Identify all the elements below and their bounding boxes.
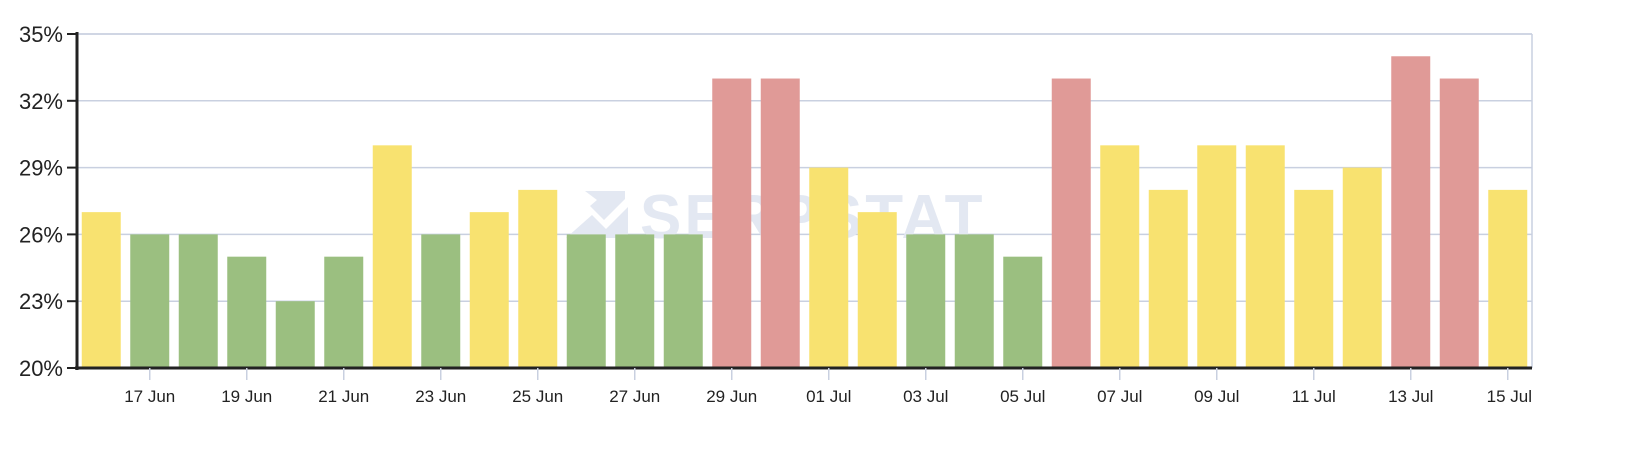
x-tick-label: 09 Jul bbox=[1194, 387, 1239, 406]
bar-22-jun[interactable] bbox=[372, 145, 412, 368]
x-tick-label: 29 Jun bbox=[706, 387, 757, 406]
x-tick-label: 01 Jul bbox=[806, 387, 851, 406]
bar-02-jul[interactable] bbox=[857, 212, 897, 368]
bars bbox=[81, 56, 1528, 369]
bar-28-jun[interactable] bbox=[663, 234, 703, 368]
bar-30-jun[interactable] bbox=[760, 78, 800, 368]
axes bbox=[67, 32, 1532, 380]
bar-13-jul[interactable] bbox=[1391, 56, 1431, 369]
x-tick-label: 23 Jun bbox=[415, 387, 466, 406]
x-tick-label: 13 Jul bbox=[1388, 387, 1433, 406]
x-tick-label: 15 Jul bbox=[1487, 387, 1532, 406]
bar-11-jul[interactable] bbox=[1294, 189, 1334, 368]
y-tick-label: 20% bbox=[19, 356, 63, 381]
x-tick-label: 03 Jul bbox=[903, 387, 948, 406]
x-tick-label: 19 Jun bbox=[221, 387, 272, 406]
y-tick-label: 26% bbox=[19, 222, 63, 247]
x-axis-tick-labels: 17 Jun 19 Jun 21 Jun 23 Jun 25 Jun 27 Jun 29 J… bbox=[124, 387, 1532, 406]
bar-08-jul[interactable] bbox=[1148, 189, 1188, 368]
bar-12-jul[interactable] bbox=[1342, 167, 1382, 368]
watermark-logo-shape bbox=[560, 191, 625, 232]
bar-25-jun[interactable] bbox=[518, 189, 558, 368]
bar-17-jun[interactable] bbox=[130, 234, 170, 368]
y-tick-label: 35% bbox=[19, 22, 63, 47]
bar-21-jun[interactable] bbox=[324, 256, 364, 368]
x-tick-label: 07 Jul bbox=[1097, 387, 1142, 406]
y-tick-label: 32% bbox=[19, 89, 63, 114]
bar-24-jun[interactable] bbox=[469, 212, 509, 368]
bar-09-jul[interactable] bbox=[1197, 145, 1237, 368]
gridlines bbox=[77, 33, 1532, 302]
bar-29-jun[interactable] bbox=[712, 78, 752, 368]
bar-14-jul[interactable] bbox=[1439, 78, 1479, 368]
bar-19-jun[interactable] bbox=[227, 256, 267, 368]
bar-10-jul[interactable] bbox=[1245, 145, 1285, 368]
x-tick-label: 27 Jun bbox=[609, 387, 660, 406]
bar-01-jul[interactable] bbox=[809, 167, 849, 368]
bar-07-jul[interactable] bbox=[1100, 145, 1140, 368]
bar-03-jul[interactable] bbox=[906, 234, 946, 368]
x-tick-label: 21 Jun bbox=[318, 387, 369, 406]
bar-04-jul[interactable] bbox=[954, 234, 994, 368]
bar-18-jun[interactable] bbox=[178, 234, 218, 368]
y-tick-label: 29% bbox=[19, 156, 63, 181]
bar-06-jul[interactable] bbox=[1051, 78, 1091, 368]
watermark-logo-shape bbox=[566, 207, 628, 238]
x-tick-label: 25 Jun bbox=[512, 387, 563, 406]
x-tick-label: 11 Jul bbox=[1292, 387, 1336, 406]
bar-05-jul[interactable] bbox=[1003, 256, 1043, 368]
y-tick-label: 23% bbox=[19, 289, 63, 314]
x-tick-label: 17 Jun bbox=[124, 387, 175, 406]
x-tick-label: 05 Jul bbox=[1000, 387, 1045, 406]
bar-16-jun[interactable] bbox=[81, 212, 121, 368]
bar-20-jun[interactable] bbox=[275, 301, 315, 368]
bar-15-jul[interactable] bbox=[1488, 189, 1528, 368]
bar-23-jun[interactable] bbox=[421, 234, 461, 368]
y-axis-tick-labels: 20% 23% 26% 29% 32% 35% bbox=[19, 22, 63, 381]
bar-27-jun[interactable] bbox=[615, 234, 655, 368]
bar-26-jun[interactable] bbox=[566, 234, 606, 368]
watermark-logo-icon bbox=[560, 191, 628, 238]
